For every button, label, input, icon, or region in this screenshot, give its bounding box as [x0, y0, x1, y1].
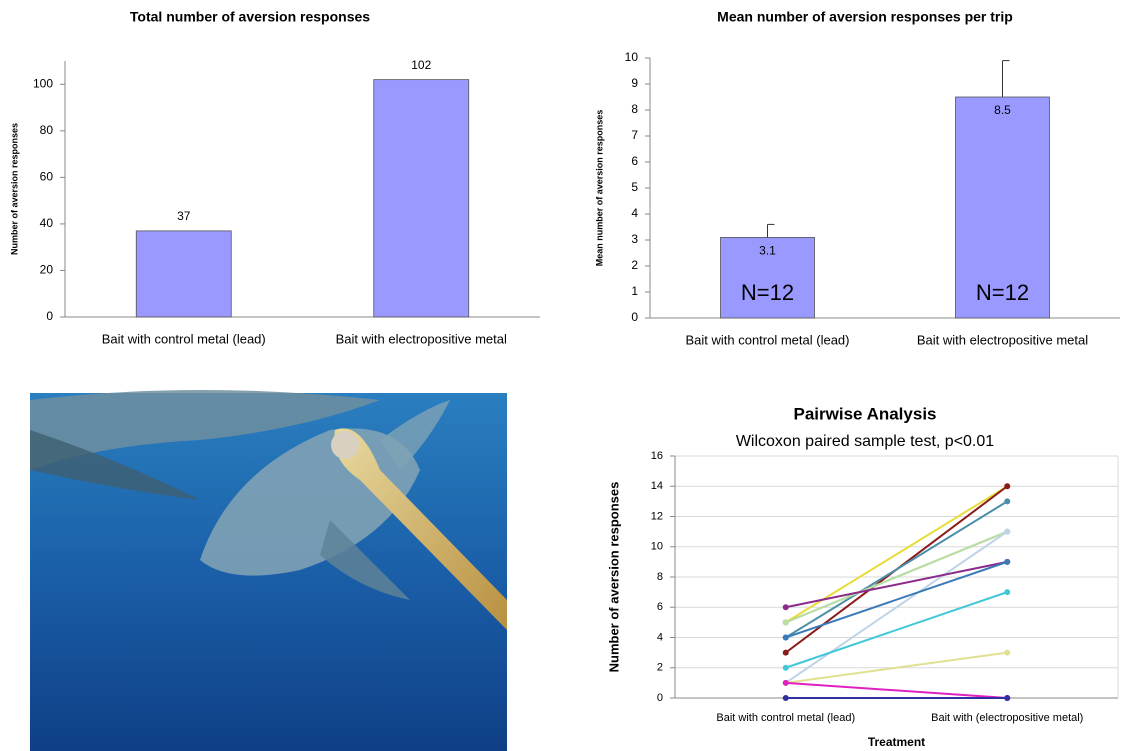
value-label: 3.1 [759, 244, 776, 258]
y-tick-label: 7 [631, 128, 638, 142]
point [782, 679, 789, 686]
series-line [785, 681, 1008, 699]
point [782, 664, 789, 671]
bar [135, 230, 232, 318]
y-axis-label: Number of aversion responses [606, 482, 621, 673]
point [1004, 649, 1011, 656]
y-tick-label: 8 [657, 571, 663, 583]
y-tick-label: 2 [631, 258, 638, 272]
y-tick-label: 12 [651, 510, 663, 522]
y-tick-label: 80 [40, 123, 54, 137]
y-tick-label: 8 [631, 102, 638, 116]
y-axis-label: Number of aversion responses [9, 123, 19, 255]
point [782, 695, 789, 701]
chart-title: Mean number of aversion responses per tr… [717, 9, 1013, 25]
bar [373, 79, 470, 318]
series-line [785, 530, 1008, 624]
y-tick-label: 6 [657, 601, 663, 613]
point [1004, 498, 1011, 505]
y-tick-label: 10 [651, 541, 663, 553]
y-tick-label: 0 [631, 310, 638, 324]
point [782, 649, 789, 656]
y-tick-label: 4 [657, 631, 663, 643]
value-label: 102 [411, 58, 431, 72]
point [1004, 528, 1011, 535]
value-label: 37 [177, 209, 191, 223]
point [782, 604, 789, 611]
point [1004, 695, 1011, 701]
x-tick-label: Bait with (electropositive metal) [931, 712, 1083, 724]
series-line [785, 651, 1008, 684]
series-line [785, 530, 1008, 684]
y-tick-label: 60 [40, 170, 54, 184]
y-tick-label: 14 [651, 480, 663, 492]
series-line [785, 591, 1008, 669]
point [782, 634, 789, 641]
photo [30, 390, 507, 751]
y-tick-label: 0 [46, 309, 53, 323]
x-axis-label: Treatment [868, 735, 925, 749]
value-label: 8.5 [994, 103, 1011, 117]
x-tick-label: Bait with electropositive metal [336, 331, 507, 346]
y-tick-label: 5 [631, 180, 638, 194]
y-tick-label: 20 [40, 263, 54, 277]
series-line [785, 500, 1008, 639]
series-line [785, 560, 1008, 639]
point [782, 619, 789, 626]
y-tick-label: 9 [631, 76, 638, 90]
point [1004, 558, 1011, 565]
y-tick-label: 100 [33, 76, 53, 90]
y-tick-label: 0 [657, 692, 663, 704]
y-axis-label: Mean number of aversion responses [594, 110, 604, 267]
bar [955, 96, 1050, 319]
chart-title: Total number of aversion responses [130, 9, 370, 25]
y-tick-label: 3 [631, 232, 638, 246]
bar [720, 236, 815, 319]
y-tick-label: 16 [651, 450, 663, 462]
y-tick-label: 10 [625, 50, 639, 64]
chart-title: Pairwise Analysis [793, 404, 936, 423]
series-line [785, 560, 1008, 609]
point [1004, 483, 1011, 490]
y-tick-label: 4 [631, 206, 638, 220]
x-tick-label: Bait with electropositive metal [917, 332, 1088, 347]
y-tick-label: 6 [631, 154, 638, 168]
point [1004, 589, 1011, 596]
x-tick-label: Bait with control metal (lead) [102, 331, 266, 346]
annotation: N=12 [741, 280, 794, 305]
y-tick-label: 2 [657, 662, 663, 674]
y-tick-label: 40 [40, 216, 54, 230]
chart-subtitle: Wilcoxon paired sample test, p<0.01 [736, 433, 994, 450]
y-tick-label: 1 [631, 284, 638, 298]
annotation: N=12 [976, 280, 1029, 305]
x-tick-label: Bait with control metal (lead) [685, 332, 849, 347]
x-tick-label: Bait with control metal (lead) [716, 712, 855, 724]
